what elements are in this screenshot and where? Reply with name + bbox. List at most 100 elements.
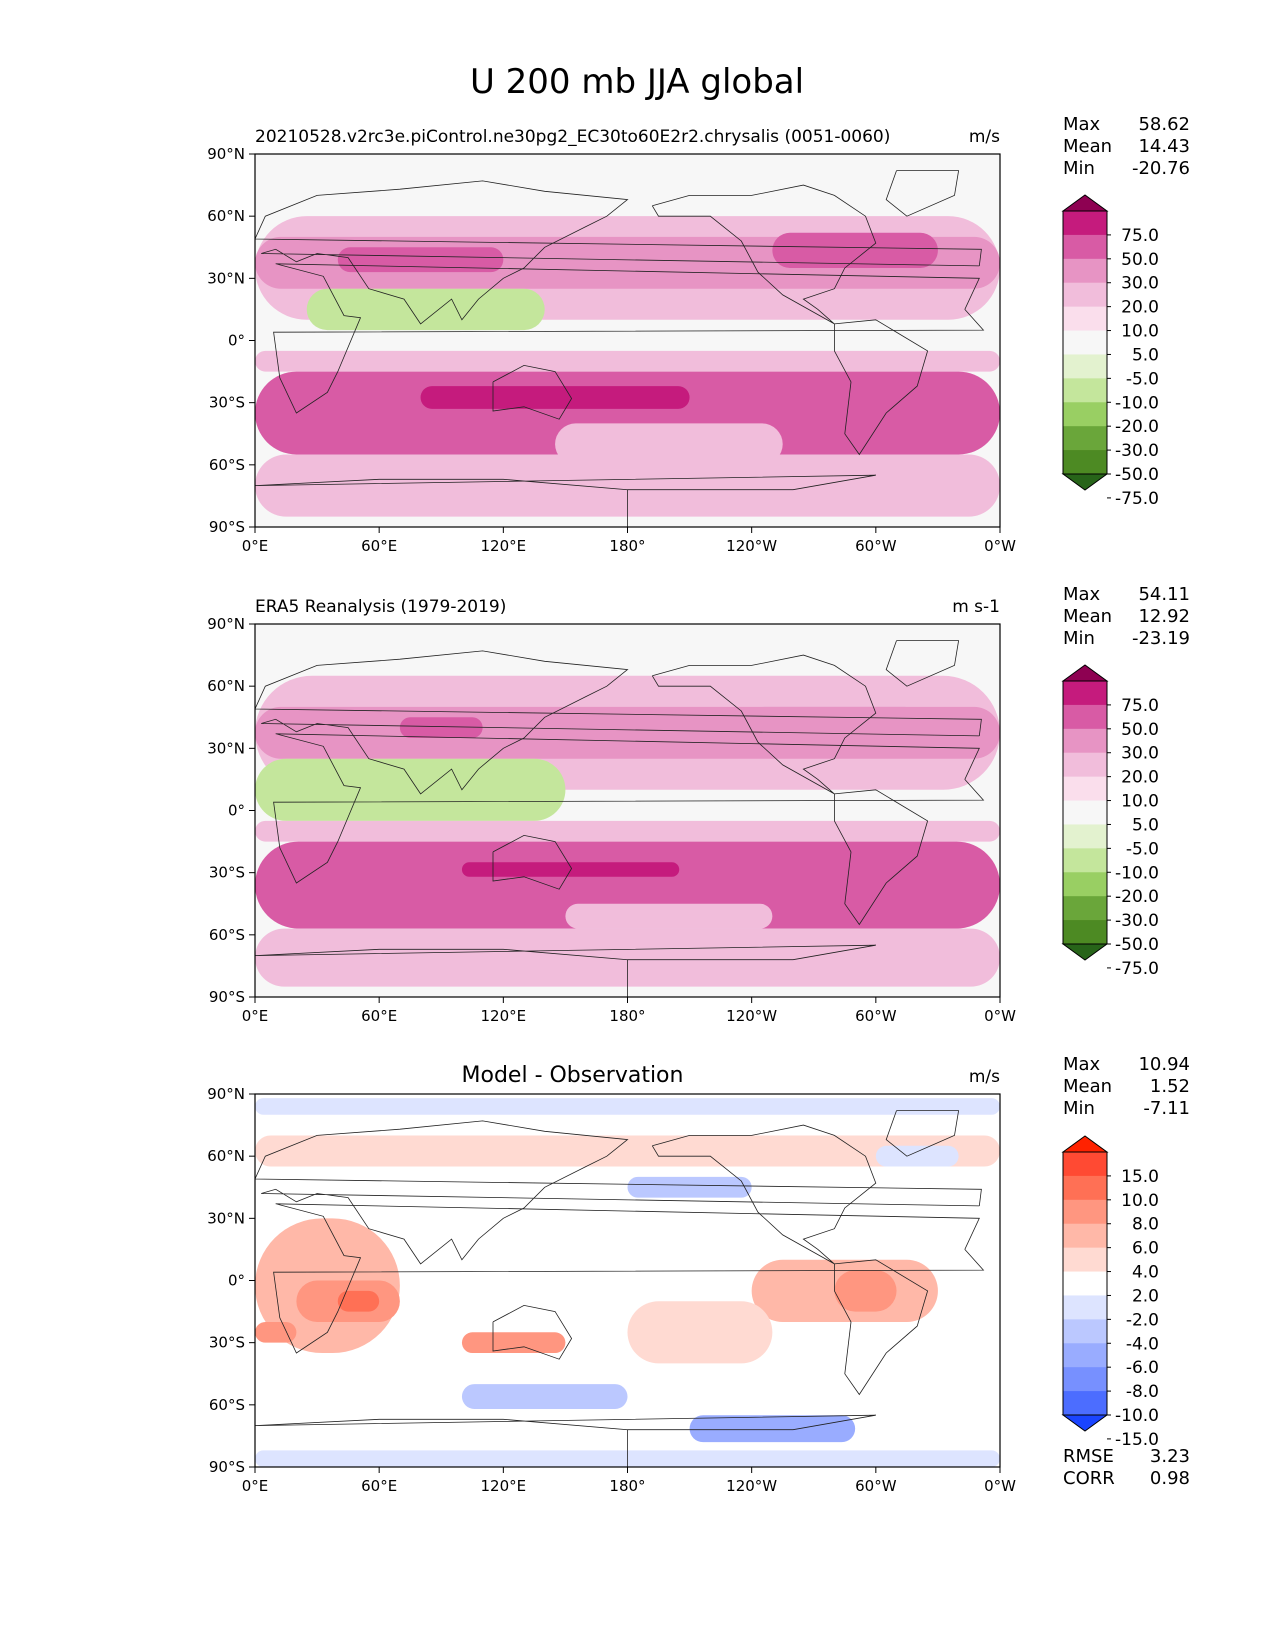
x-tick-label: 60°W: [855, 537, 897, 555]
coastline: [834, 789, 929, 926]
colorbar-segment: [1063, 1367, 1107, 1392]
colorbar-segment: [1063, 1199, 1107, 1225]
colorbar-label: 30.0: [1121, 744, 1159, 764]
colorbar-label: 20.0: [1121, 298, 1159, 318]
colorbar-label: 4.0: [1132, 1263, 1159, 1283]
y-tick-label: 60°N: [207, 677, 245, 695]
stat-label: Mean: [1063, 1076, 1112, 1097]
colorbar-label: -50.0: [1115, 935, 1159, 955]
field: [255, 154, 1000, 527]
y-tick-label: 90°N: [207, 145, 245, 163]
colorbar-segment: [1063, 681, 1107, 706]
stat-label: Min: [1063, 158, 1095, 179]
y-tick-label: 60°S: [209, 456, 245, 474]
stat-label: Min: [1063, 628, 1095, 649]
y-tick-label: 90°S: [209, 518, 245, 536]
colorbar-segment: [1063, 234, 1107, 260]
stat-label: Min: [1063, 1098, 1095, 1119]
contour-region: [751, 706, 918, 732]
coastline: [492, 364, 573, 420]
x-tick-label: 60°E: [361, 1477, 397, 1495]
y-tick-label: 30°N: [207, 1209, 245, 1227]
colorbar-label: -20.0: [1115, 417, 1159, 437]
colorbar-label: -8.0: [1126, 1382, 1159, 1402]
colorbar-segment: [1063, 1175, 1107, 1201]
y-tick-label: 90°S: [209, 1458, 245, 1476]
colorbar-label: -75.0: [1115, 489, 1159, 509]
coastline: [255, 1120, 982, 1265]
map-panel-2: ERA5 Reanalysis (1979-2019) m s-1 0°E 60°E 1…: [207, 584, 1190, 1025]
colorbar-label: -10.0: [1115, 863, 1159, 883]
coastline: [492, 834, 573, 890]
colorbar-segment: [1063, 306, 1107, 332]
panel-title: 20210528.v2rc3e.piControl.ne30pg2_EC30to…: [255, 127, 890, 147]
colorbar-frame: [1062, 210, 1108, 475]
colorbar-label: 50.0: [1121, 250, 1159, 270]
colorbar-extend-max: [1061, 664, 1109, 682]
stat-label: Max: [1063, 114, 1101, 135]
x-tick-label: 0°E: [242, 537, 269, 555]
coastline: [651, 1124, 877, 1265]
stat-label: Mean: [1063, 136, 1112, 157]
contour-region: [337, 1290, 380, 1312]
colorbar-label: 75.0: [1121, 696, 1159, 716]
stat-value: 14.43: [1138, 136, 1190, 157]
contour-region: [255, 350, 1000, 372]
colorbar-frame: [1062, 1151, 1108, 1416]
contour-region: [461, 1384, 628, 1409]
contour-region: [337, 247, 504, 273]
contour-region: [565, 903, 773, 929]
contour-region: [420, 386, 690, 409]
y-tick-label: 30°N: [207, 269, 245, 287]
colorbar-label: 30.0: [1121, 274, 1159, 294]
extra-stat-value: 3.23: [1150, 1446, 1190, 1467]
x-tick-label: 60°W: [855, 1477, 897, 1495]
stat-label: Max: [1063, 584, 1101, 605]
field: [255, 624, 1000, 997]
coastline: [834, 319, 929, 456]
colorbar-segment: [1063, 872, 1107, 897]
colorbar-segment: [1063, 776, 1107, 802]
panel-units: m s-1: [952, 597, 1000, 617]
colorbar-extend-min: [1061, 1414, 1109, 1432]
contour-region: [772, 232, 938, 268]
colorbar-segment: [1063, 920, 1107, 945]
colorbar-label: -15.0: [1115, 1430, 1159, 1450]
colorbar-label: 10.0: [1121, 1191, 1159, 1211]
coastline: [885, 1110, 960, 1157]
panel-title: ERA5 Reanalysis (1979-2019): [255, 597, 506, 617]
x-tick-label: 60°E: [361, 537, 397, 555]
extra-stat-label: RMSE: [1063, 1446, 1114, 1467]
contour-region: [255, 758, 566, 821]
colorbar-label: 15.0: [1121, 1167, 1159, 1187]
colorbar-segment: [1063, 211, 1107, 236]
contour-region: [255, 1098, 1000, 1115]
colorbar-label: 2.0: [1132, 1286, 1159, 1306]
colorbar-label: -10.0: [1115, 1406, 1159, 1426]
colorbar-label: -4.0: [1126, 1334, 1159, 1354]
contour-region: [834, 1270, 897, 1312]
colorbar-segment: [1063, 824, 1107, 849]
colorbar-segment: [1063, 1391, 1107, 1416]
colorbar-extend-min: [1061, 943, 1109, 961]
y-tick-label: 60°N: [207, 1147, 245, 1165]
colorbar-label: 50.0: [1121, 720, 1159, 740]
y-tick-label: 0°: [228, 1272, 245, 1290]
x-tick-label: 0°E: [242, 1477, 269, 1495]
y-tick-label: 90°N: [207, 615, 245, 633]
colorbar-segment: [1063, 402, 1107, 427]
panel-title: Model - Observation: [462, 1063, 684, 1088]
extra-stat-value: 0.98: [1150, 1468, 1190, 1489]
stat-value: -7.11: [1143, 1098, 1190, 1119]
contour-region: [627, 1301, 773, 1364]
colorbar-segment: [1063, 728, 1107, 754]
coastline: [651, 654, 877, 795]
x-tick-label: 180°: [609, 1477, 645, 1495]
coastline: [834, 1259, 929, 1396]
colorbar-segment: [1063, 752, 1107, 778]
coastline: [255, 474, 876, 527]
colorbar-label: 5.0: [1132, 345, 1159, 365]
colorbar-segment: [1063, 426, 1107, 451]
map-panel-1: 20210528.v2rc3e.piControl.ne30pg2_EC30to…: [207, 114, 1190, 555]
x-tick-label: 120°W: [726, 1007, 777, 1025]
